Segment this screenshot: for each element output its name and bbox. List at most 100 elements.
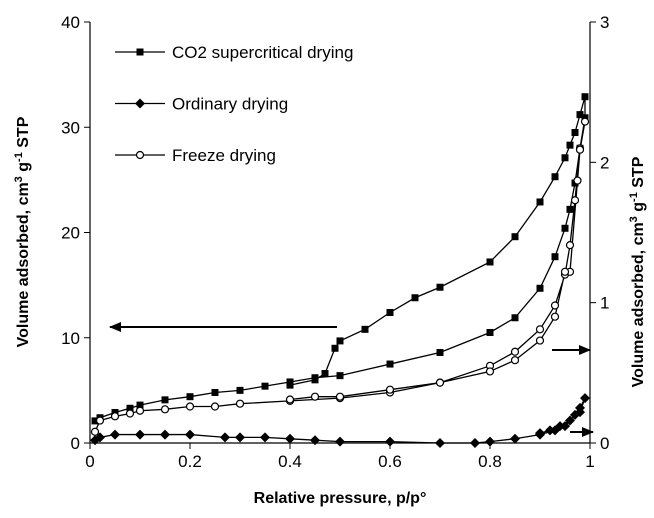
x-tick-label: 1 xyxy=(585,452,594,471)
series-line xyxy=(94,121,586,433)
legend-marker xyxy=(136,48,144,56)
data-point xyxy=(186,393,194,401)
data-point xyxy=(91,417,99,425)
series-line xyxy=(94,397,586,444)
data-point xyxy=(511,233,519,241)
data-point xyxy=(560,267,570,276)
data-point xyxy=(135,429,145,440)
x-tick-label: 0.2 xyxy=(178,452,202,471)
series-line xyxy=(94,96,586,422)
y2-tick-label: 1 xyxy=(600,294,609,313)
y2-tick-label: 3 xyxy=(600,13,609,32)
data-point xyxy=(210,402,220,411)
data-point xyxy=(385,436,395,447)
label-part: Volume adsorbed, cm xyxy=(15,182,32,347)
data-point xyxy=(435,378,445,387)
data-point xyxy=(386,308,394,316)
data-point xyxy=(566,205,574,213)
data-point xyxy=(435,438,445,448)
legend-label: Ordinary drying xyxy=(172,95,288,114)
y-tick-label: 10 xyxy=(61,329,80,348)
data-point xyxy=(565,241,575,250)
data-point xyxy=(110,412,120,421)
data-point xyxy=(470,438,480,448)
data-point xyxy=(220,432,230,443)
data-point xyxy=(286,381,294,389)
y-tick-label: 0 xyxy=(71,434,80,453)
data-point xyxy=(261,382,269,390)
data-point xyxy=(550,301,560,310)
y-tick-label: 20 xyxy=(61,224,80,243)
data-point xyxy=(335,392,345,401)
legend-label: CO2 supercritical drying xyxy=(172,43,353,62)
data-point xyxy=(331,344,339,352)
data-point xyxy=(535,428,545,439)
data-point xyxy=(575,145,585,154)
data-point xyxy=(411,294,419,302)
legend-label: Freeze drying xyxy=(172,146,276,165)
data-point xyxy=(510,347,520,356)
data-point xyxy=(486,258,494,266)
data-point xyxy=(260,432,270,443)
x-tick-label: 0.8 xyxy=(478,452,502,471)
data-point xyxy=(510,433,520,444)
data-point xyxy=(185,429,195,440)
data-point xyxy=(336,372,344,380)
label-part: STP xyxy=(630,156,647,192)
data-point xyxy=(566,141,574,149)
data-point xyxy=(561,224,569,232)
data-point xyxy=(95,416,105,425)
label-part: STP xyxy=(15,116,32,152)
data-point xyxy=(575,407,585,418)
data-point xyxy=(235,432,245,443)
data-point xyxy=(550,312,560,321)
data-point xyxy=(126,404,134,412)
data-point xyxy=(535,325,545,334)
data-point xyxy=(565,415,575,426)
data-point xyxy=(485,436,495,447)
data-point xyxy=(285,395,295,404)
y-axis-label: Volume adsorbed, cm3 g-1 STP xyxy=(13,116,32,347)
data-point xyxy=(310,392,320,401)
x-tick-label: 0.6 xyxy=(378,452,402,471)
data-point xyxy=(580,393,590,404)
label-part: g xyxy=(630,202,647,216)
data-point xyxy=(160,429,170,440)
data-point xyxy=(436,283,444,291)
label-sup: 3 xyxy=(628,216,640,222)
y2-axis-label: Volume adsorbed, cm3 g-1 STP xyxy=(628,156,647,387)
data-point xyxy=(125,409,135,418)
data-point xyxy=(135,406,145,415)
data-point xyxy=(310,435,320,446)
data-point xyxy=(336,337,344,345)
y-tick-label: 30 xyxy=(61,118,80,137)
data-point xyxy=(551,253,559,261)
data-point xyxy=(580,117,590,126)
data-point xyxy=(185,402,195,411)
data-point xyxy=(536,284,544,292)
data-point xyxy=(335,436,345,447)
data-point xyxy=(161,396,169,404)
data-point xyxy=(110,429,120,440)
data-point xyxy=(510,356,520,365)
legend-marker xyxy=(135,98,145,109)
data-point xyxy=(361,325,369,333)
data-point xyxy=(235,399,245,408)
data-point xyxy=(321,370,329,378)
data-point xyxy=(536,198,544,206)
label-sup: -1 xyxy=(13,152,25,162)
label-sup: -1 xyxy=(628,192,640,202)
data-point xyxy=(136,401,144,409)
data-point xyxy=(545,425,555,436)
data-point xyxy=(311,376,319,384)
data-point xyxy=(555,421,565,432)
x-tick-label: 0 xyxy=(85,452,94,471)
data-point xyxy=(581,93,589,101)
data-point xyxy=(561,154,569,162)
data-point xyxy=(485,367,495,376)
data-point xyxy=(211,388,219,396)
data-point xyxy=(160,405,170,414)
data-point xyxy=(436,348,444,356)
label-part: Volume adsorbed, cm xyxy=(630,222,647,387)
